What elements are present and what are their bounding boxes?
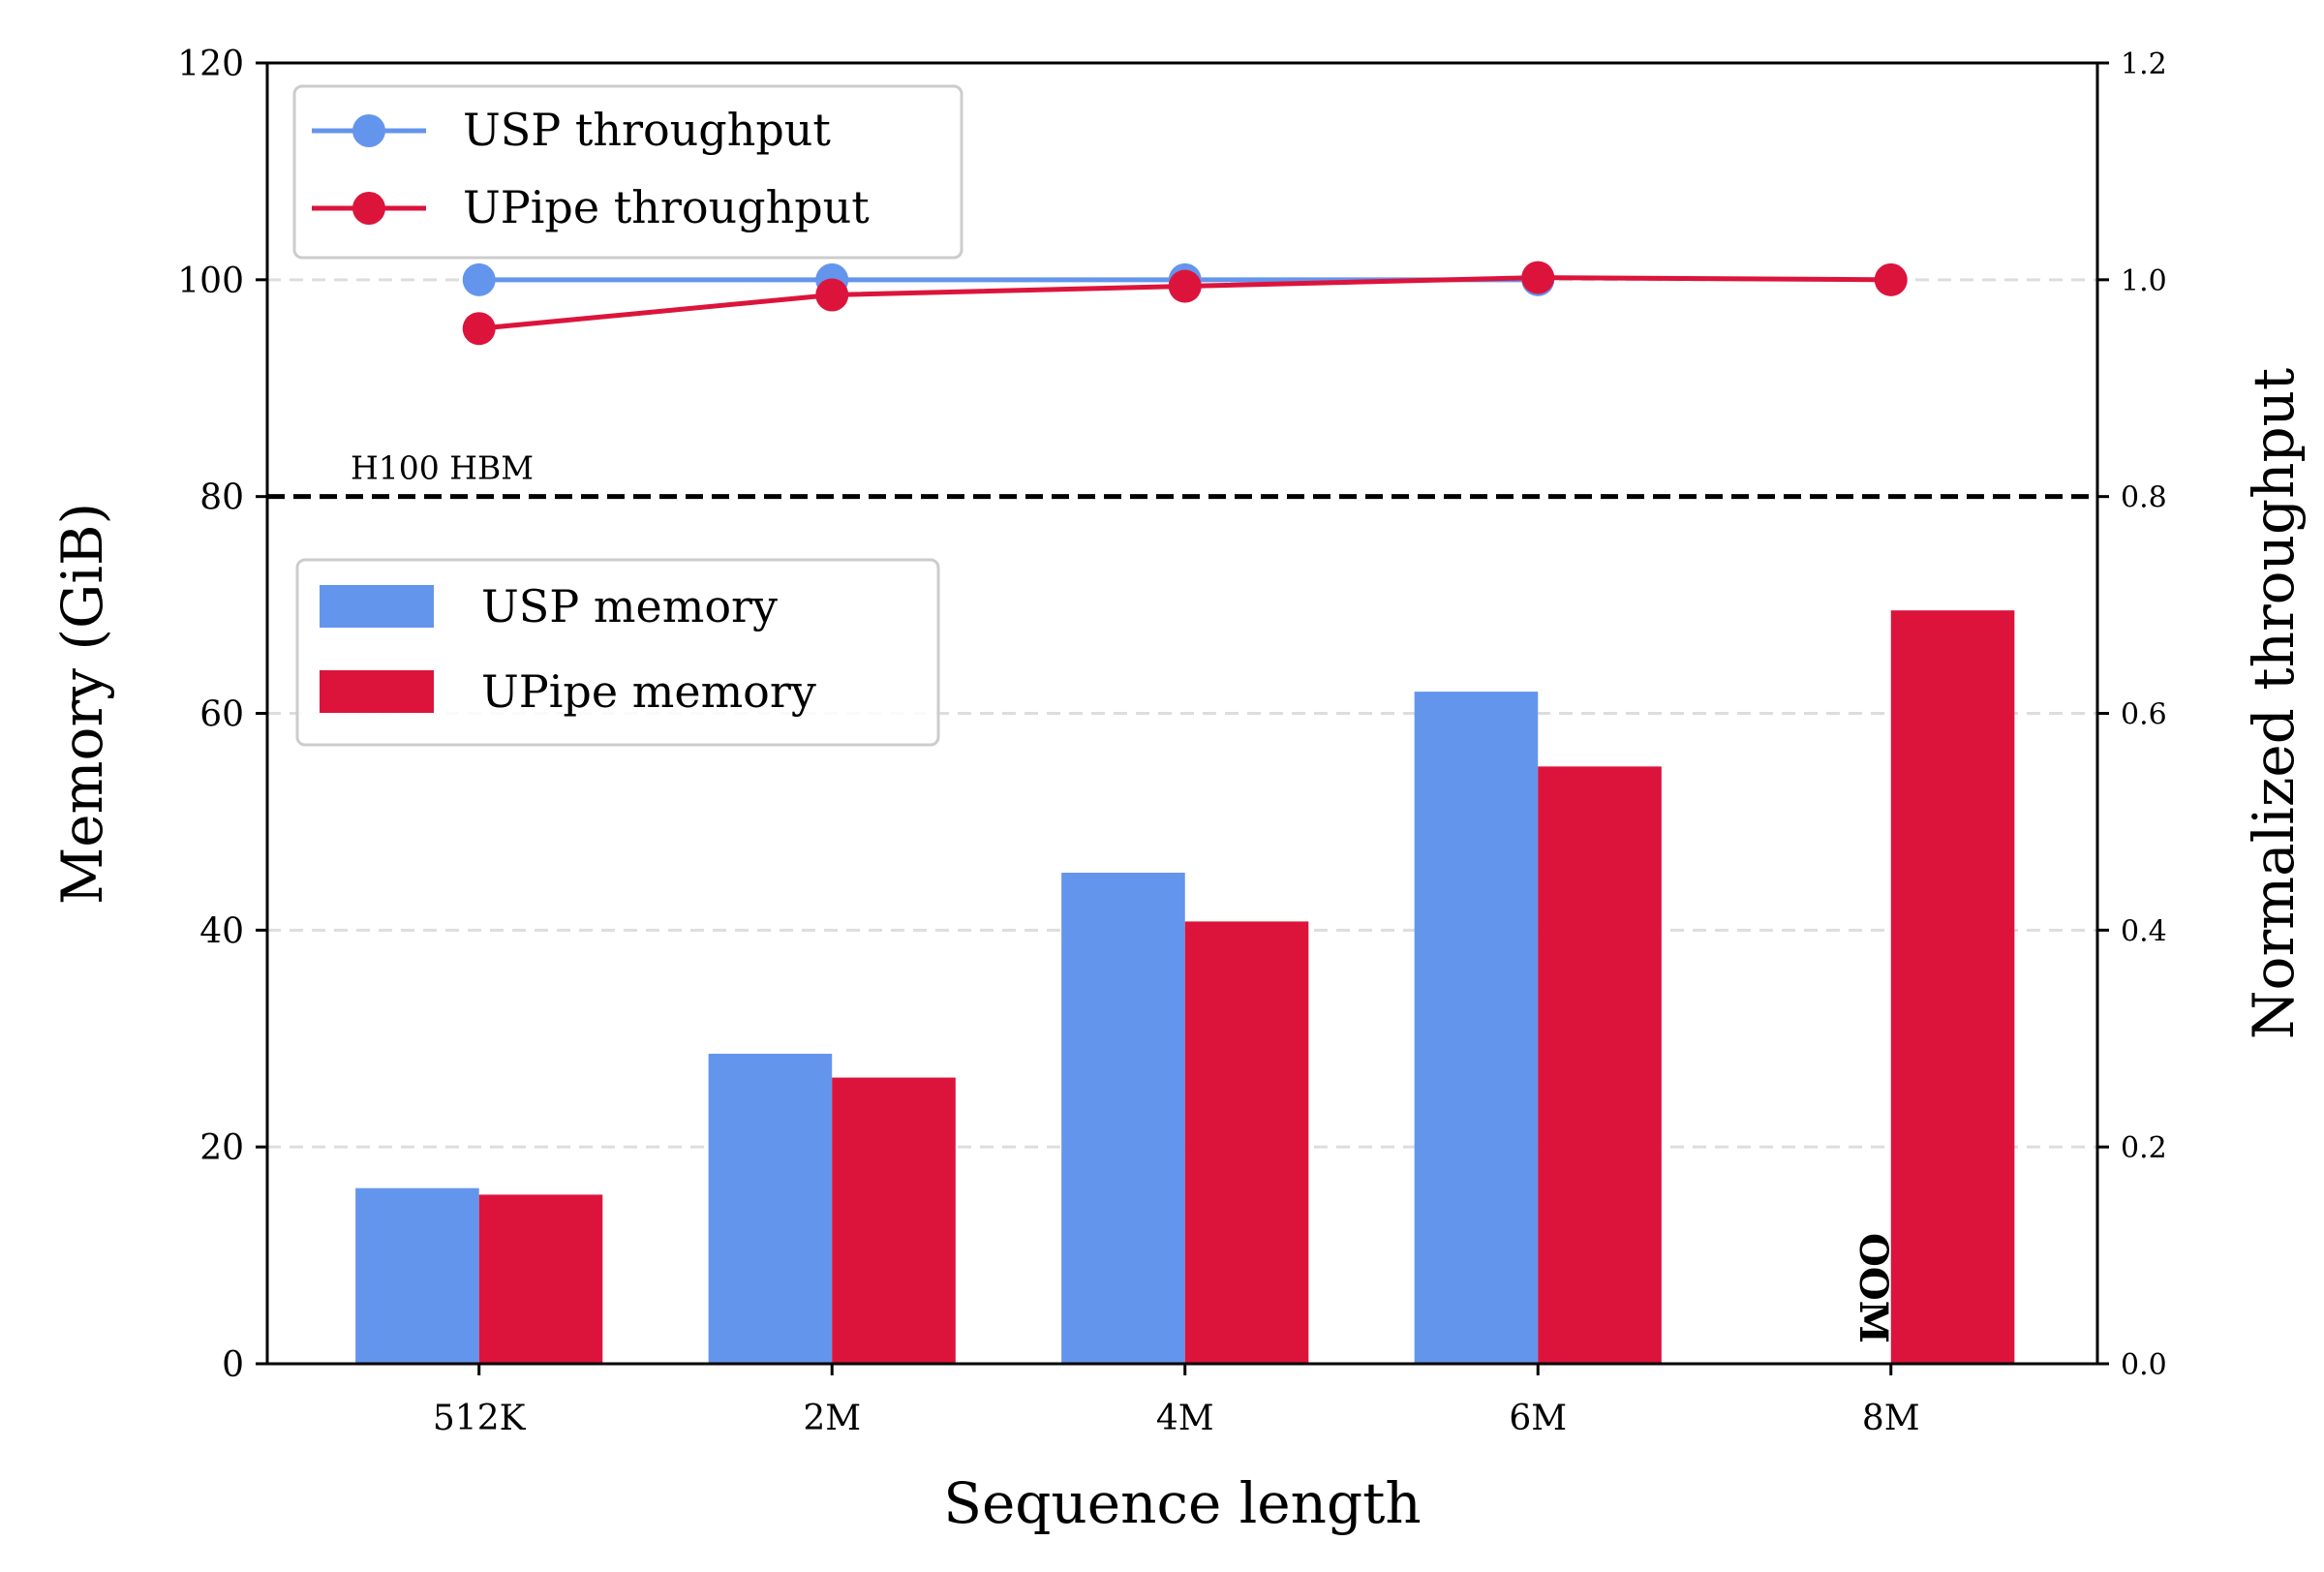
x-tick-label: 2M — [803, 1399, 861, 1438]
bars — [355, 610, 2015, 1364]
legend-label: USP throughput — [463, 104, 831, 156]
legend-bar-swatch — [320, 585, 434, 628]
bar-usp-memory — [355, 1187, 479, 1364]
left-tick-label: 80 — [199, 478, 244, 518]
right-tick-label: 1.0 — [2121, 264, 2167, 298]
right-tick-label: 0.4 — [2121, 914, 2167, 948]
bar-usp-memory — [1414, 692, 1539, 1364]
memory-legend: USP memory UPipe memory — [295, 558, 940, 747]
legend-label: UPipe throughput — [463, 181, 870, 233]
left-tick-label: 40 — [199, 911, 244, 951]
left-tick-label: 0 — [222, 1345, 244, 1385]
right-tick-label: 0.0 — [2121, 1348, 2167, 1382]
h100-hbm-label: H100 HBM — [351, 449, 534, 487]
legend-label: USP memory — [481, 580, 778, 632]
x-tick-label: 6M — [1509, 1399, 1567, 1438]
legend-label: UPipe memory — [481, 665, 816, 718]
left-y-axis-title: Memory (GiB) — [49, 503, 115, 905]
left-y-axis: 0 20 40 60 80 100 120 — [177, 45, 267, 1385]
throughput-lines — [462, 261, 1908, 346]
bar-upipe-memory — [478, 1194, 603, 1364]
bar-upipe-memory — [832, 1077, 956, 1364]
x-axis: 512K 2M 4M 6M 8M — [433, 1364, 1920, 1438]
legend-marker-swatch — [352, 192, 385, 225]
annotations: OOM — [1850, 1233, 1896, 1343]
x-tick-label: 4M — [1156, 1399, 1214, 1438]
right-y-axis: 0.0 0.2 0.4 0.6 0.8 1.0 1.2 — [2097, 47, 2167, 1382]
left-tick-label: 120 — [177, 45, 244, 84]
throughput-legend: USP throughput UPipe throughput — [292, 84, 963, 260]
legend-marker-swatch — [352, 114, 385, 147]
right-tick-label: 0.2 — [2121, 1131, 2167, 1165]
upipe-throughput-marker — [1874, 262, 1908, 296]
bar-upipe-memory — [1538, 766, 1662, 1364]
x-tick-label: 8M — [1862, 1399, 1920, 1438]
legend-frame — [292, 84, 963, 260]
right-y-axis-title: Normalized throughput — [2241, 368, 2307, 1039]
bar-usp-memory — [708, 1053, 833, 1364]
x-axis-title: Sequence length — [943, 1470, 1421, 1536]
reference-line-group: H100 HBM — [267, 449, 2097, 500]
legend-bar-swatch — [320, 670, 434, 713]
usp-throughput-marker — [462, 262, 496, 296]
oom-annotation: OOM — [1850, 1233, 1896, 1343]
left-tick-label: 20 — [199, 1128, 244, 1168]
right-tick-label: 1.2 — [2121, 47, 2167, 81]
legend-frame — [295, 558, 940, 747]
upipe-throughput-marker — [1168, 269, 1202, 303]
upipe-throughput-marker — [1521, 261, 1555, 294]
right-tick-label: 0.8 — [2121, 481, 2167, 515]
bar-upipe-memory — [1890, 610, 2015, 1364]
left-tick-label: 100 — [177, 262, 244, 301]
upipe-throughput-marker — [815, 278, 849, 312]
upipe-throughput-marker — [462, 312, 496, 346]
bar-usp-memory — [1061, 873, 1185, 1364]
left-tick-label: 60 — [199, 695, 244, 735]
right-tick-label: 0.6 — [2121, 698, 2167, 732]
bar-upipe-memory — [1184, 921, 1309, 1364]
x-tick-label: 512K — [433, 1399, 527, 1438]
